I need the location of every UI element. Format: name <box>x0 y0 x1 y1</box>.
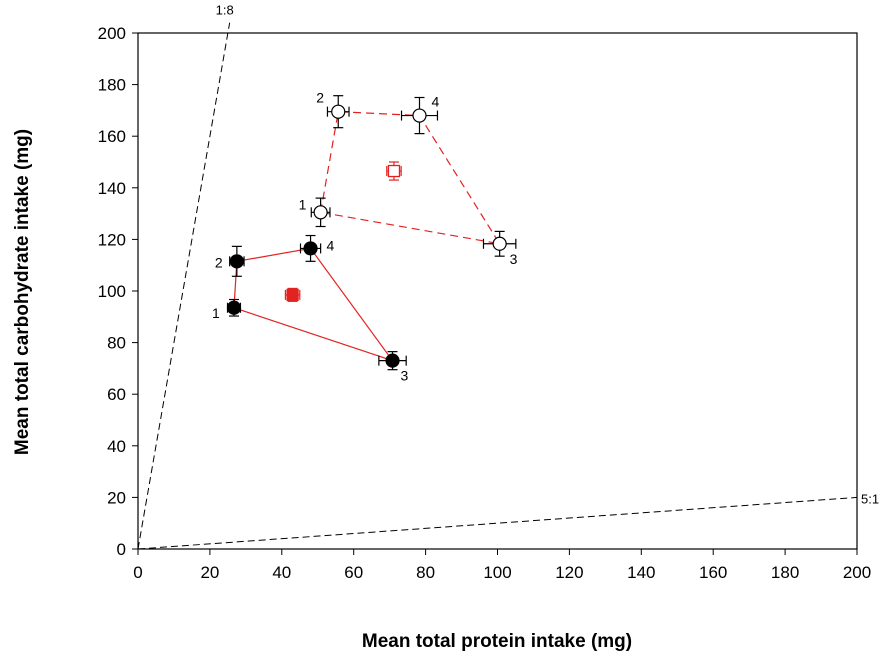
x-tick-label: 80 <box>416 563 435 582</box>
x-tick-label: 60 <box>344 563 363 582</box>
y-axis-title: Mean total carbohydrate intake (mg) <box>12 129 33 455</box>
x-tick-label: 160 <box>699 563 727 582</box>
point-label: 2 <box>316 90 324 106</box>
x-tick-label: 140 <box>627 563 655 582</box>
data-point <box>313 205 328 220</box>
y-tick-label: 60 <box>107 385 126 404</box>
point-label: 4 <box>431 94 439 110</box>
rail-label: 1:8 <box>216 3 234 18</box>
y-tick-label: 0 <box>117 540 126 559</box>
plot-frame <box>137 32 858 550</box>
point-label: 3 <box>510 251 518 267</box>
data-point <box>492 236 507 251</box>
data-point <box>412 108 427 123</box>
y-tick-label: 180 <box>98 76 126 95</box>
x-tick-label: 180 <box>771 563 799 582</box>
mean-marker <box>286 288 299 302</box>
y-tick-label: 140 <box>98 179 126 198</box>
data-point <box>385 353 400 368</box>
data-point <box>331 104 346 119</box>
plot-area: 0 20 40 60 80 100 120 140 160 180 200 0 20 40 60 80 100 1… <box>98 3 879 582</box>
x-tick-label: 100 <box>483 563 511 582</box>
mean-marker <box>387 164 401 178</box>
y-tick-label: 40 <box>107 437 126 456</box>
data-point <box>303 241 318 256</box>
y-tick-label: 80 <box>107 334 126 353</box>
x-tick-label: 40 <box>272 563 291 582</box>
x-tick-label: 200 <box>843 563 871 582</box>
y-tick-label: 100 <box>98 282 126 301</box>
x-tick-label: 20 <box>200 563 219 582</box>
x-axis-title: Mean total protein intake (mg) <box>362 631 632 652</box>
series-line <box>320 111 501 245</box>
y-tick-label: 120 <box>98 230 126 249</box>
y-tick-label: 160 <box>98 127 126 146</box>
point-label: 3 <box>401 368 409 384</box>
point-label: 1 <box>299 196 307 212</box>
rail-line <box>137 496 858 550</box>
y-tick-label: 20 <box>107 488 126 507</box>
series-line <box>233 247 395 362</box>
x-tick-label: 120 <box>555 563 583 582</box>
x-tick-label: 0 <box>133 563 142 582</box>
rail-line <box>137 22 231 550</box>
data-point <box>226 300 242 315</box>
rail-label: 5:1 <box>861 491 879 506</box>
point-label: 4 <box>327 237 335 253</box>
point-label: 2 <box>215 254 223 270</box>
point-label: 1 <box>212 305 220 321</box>
y-tick-label: 200 <box>98 24 126 43</box>
data-point <box>229 254 244 269</box>
